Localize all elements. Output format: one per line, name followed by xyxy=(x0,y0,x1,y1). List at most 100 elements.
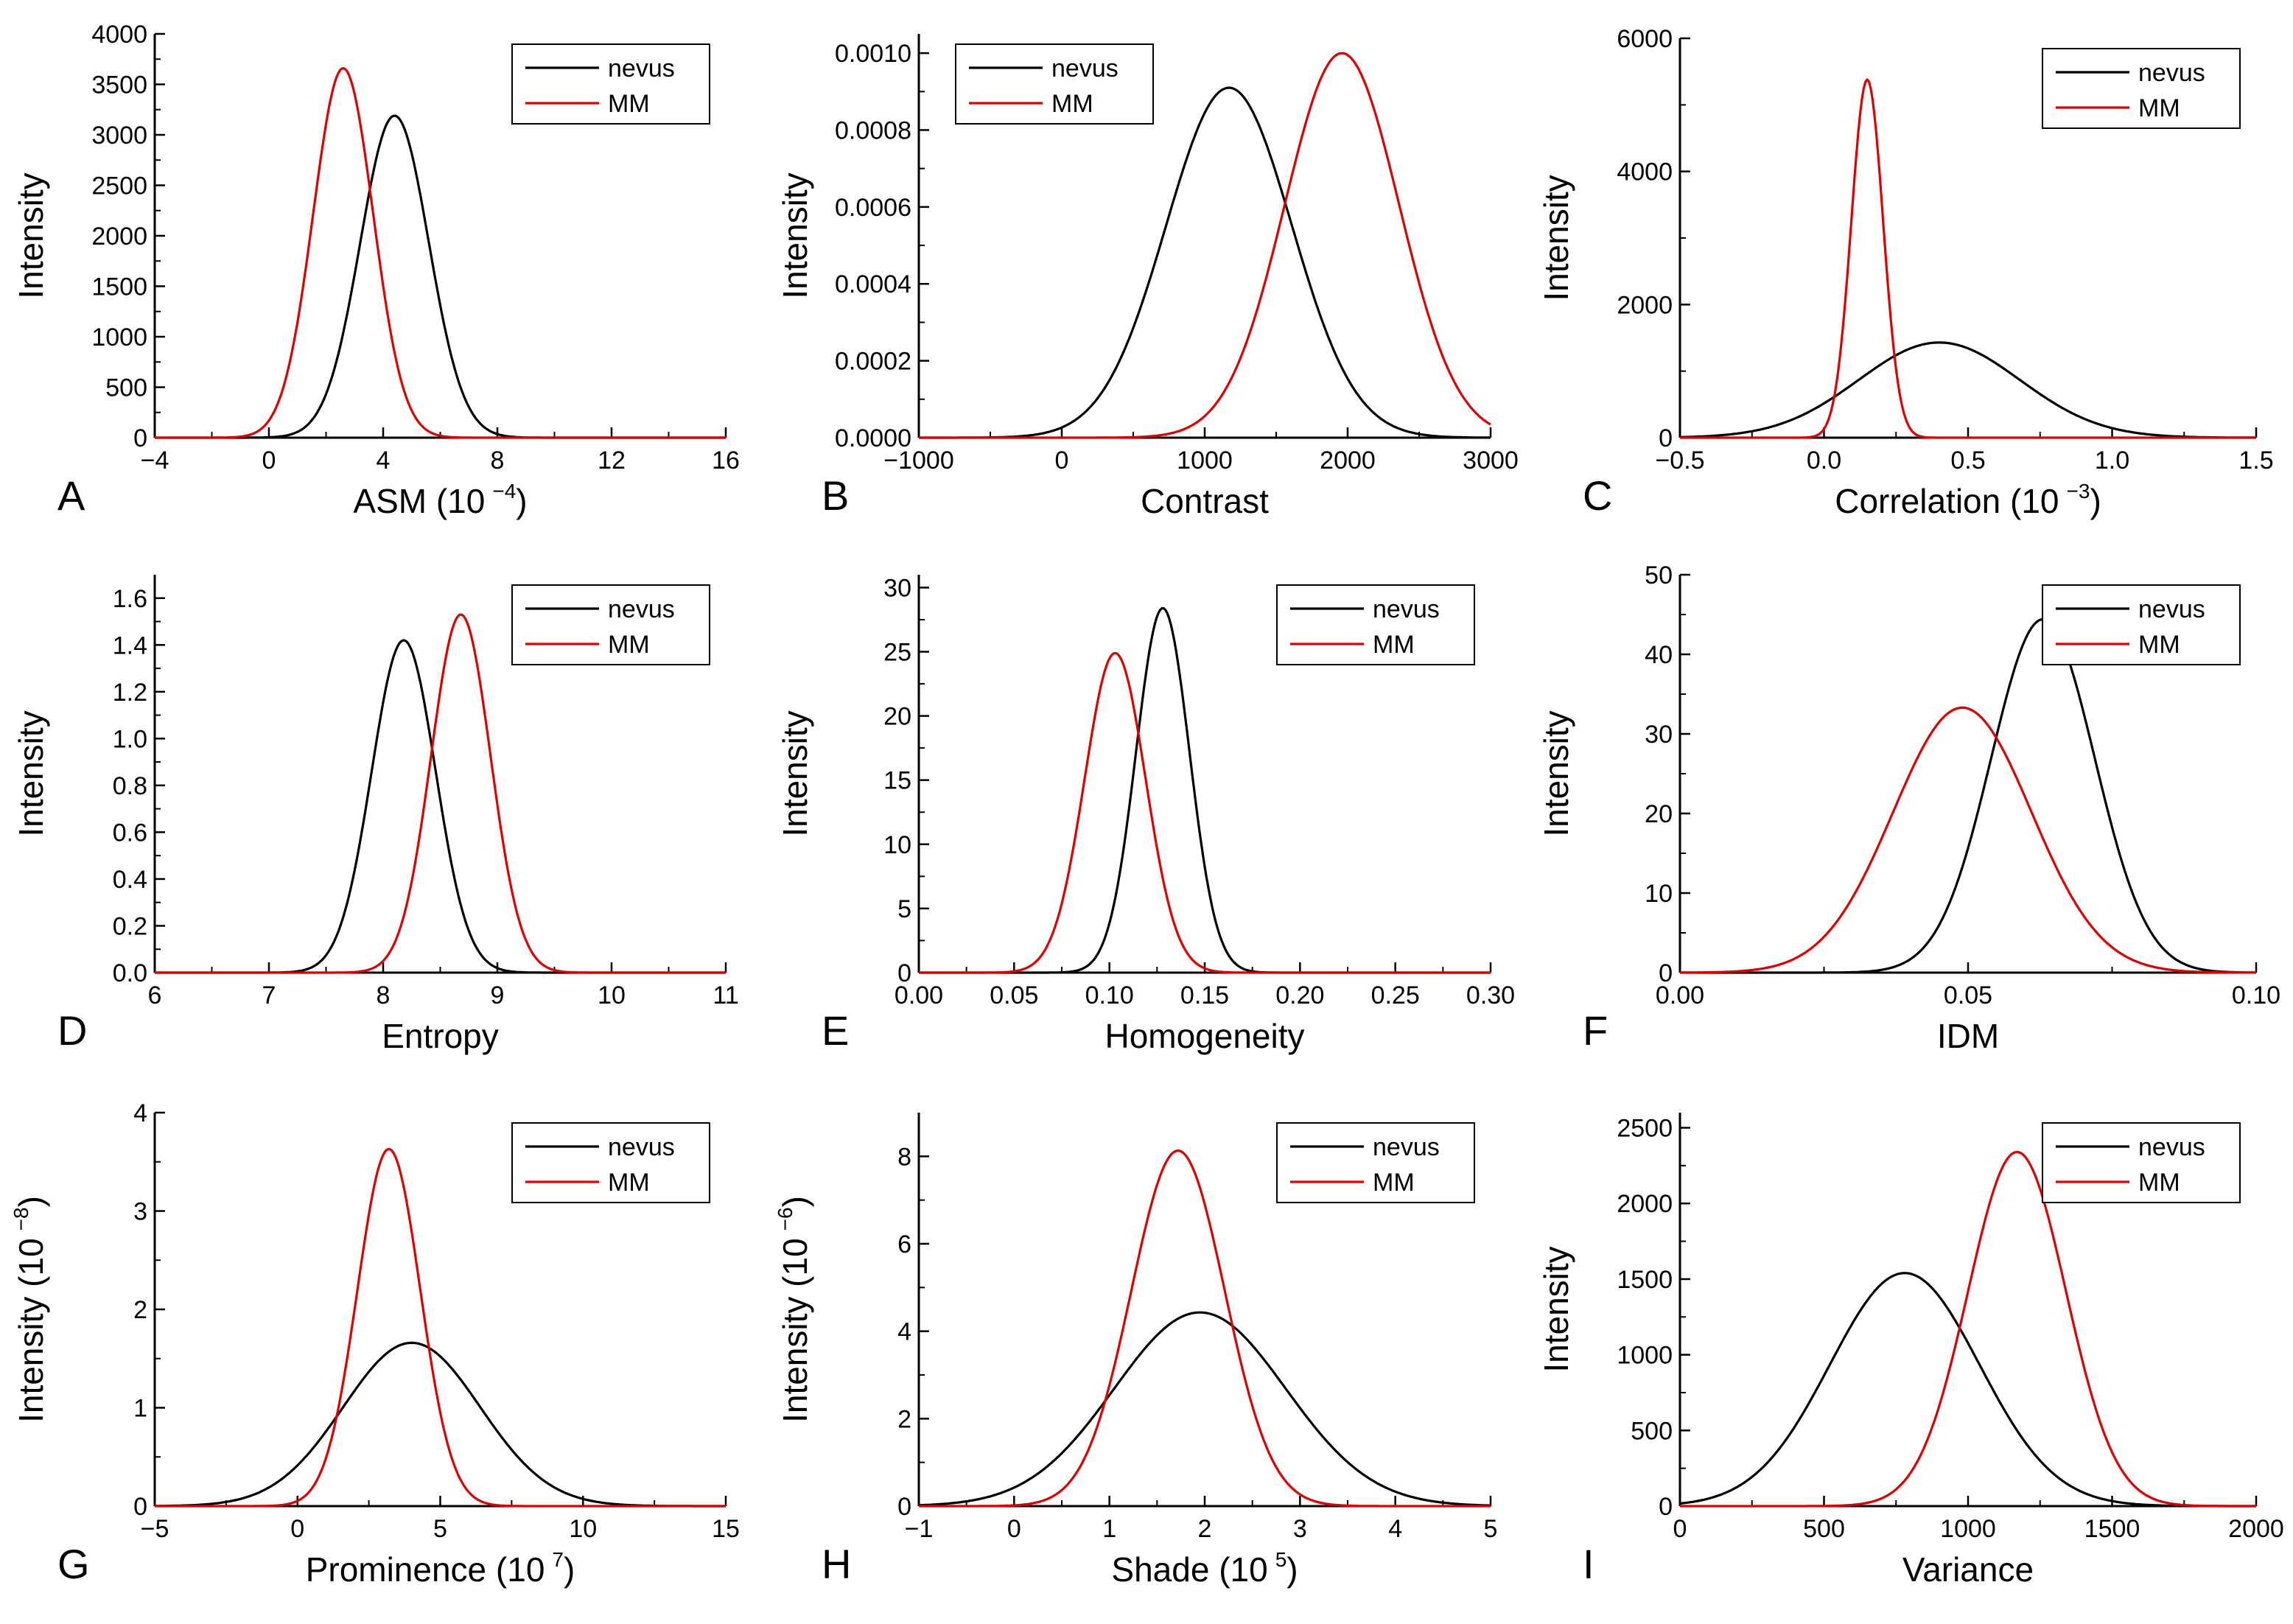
x-axis-title-suffix: ) xyxy=(564,1550,575,1589)
legend-box xyxy=(511,43,710,125)
x-axis-title-exponent: 5 xyxy=(1275,1548,1287,1571)
x-axis-title: Shade (10 5) xyxy=(1111,1548,1298,1589)
x-axis-title: Contrast xyxy=(1141,482,1269,520)
y-tick-label: 5 xyxy=(897,895,911,923)
series-nevus-curve xyxy=(918,1311,1491,1507)
series-mm-curve xyxy=(919,1149,1491,1508)
y-tick-label: 1.6 xyxy=(113,585,147,613)
x-tick-label: 7 xyxy=(262,981,276,1009)
y-axis-title-text: Intensity xyxy=(776,710,814,836)
x-tick-label: −5 xyxy=(141,1515,169,1543)
legend: nevus MM xyxy=(955,43,1154,125)
x-axis-title-suffix: ) xyxy=(2090,482,2101,520)
legend-box xyxy=(2042,1122,2241,1203)
y-tick-label: 500 xyxy=(105,374,147,402)
panel-letter: H xyxy=(822,1541,851,1587)
y-axis-title: Intensity xyxy=(12,172,50,298)
x-tick-label: 500 xyxy=(1803,1515,1845,1543)
y-tick-label: 1500 xyxy=(1617,1266,1673,1294)
x-tick-label: 0.05 xyxy=(1944,981,1992,1009)
y-axis-title-text: Intensity xyxy=(1537,175,1575,301)
y-tick-label: 3 xyxy=(133,1198,147,1226)
x-axis-title-text: Correlation (10 xyxy=(1835,482,2059,520)
legend-label-mm: MM xyxy=(608,1169,650,1197)
x-tick-label: 4 xyxy=(1388,1515,1402,1543)
x-tick-label: 0.00 xyxy=(895,981,943,1009)
y-tick-label: 30 xyxy=(1645,721,1673,749)
x-tick-label: 11 xyxy=(713,981,738,1009)
y-tick-label: 4 xyxy=(133,1099,147,1127)
panel-e: 0.00 0.05 0.10 0.15 0.20 0.25 0.30 0 5 10 15 20 25 30… xyxy=(776,574,1515,1055)
series-mm-curve xyxy=(919,52,1491,439)
x-tick-label: 3000 xyxy=(1463,447,1519,475)
y-axis-title: Intensity xyxy=(776,710,814,836)
legend-label-nevus: nevus xyxy=(608,595,675,623)
y-axis-title-text: Intensity (10 xyxy=(12,1238,50,1423)
legend-label-nevus: nevus xyxy=(2138,59,2205,87)
panel-a: −4 0 4 8 12 160500100015002000250030003500400… xyxy=(12,21,740,520)
y-tick-label: 4 xyxy=(897,1318,911,1346)
y-axis-title-suffix: ) xyxy=(776,1196,814,1207)
legend: nevus MM xyxy=(1276,584,1475,665)
legend-label-mm: MM xyxy=(608,90,650,118)
x-tick-label: 0.20 xyxy=(1275,981,1324,1009)
x-axis-title: ASM (10 −4) xyxy=(353,480,527,520)
x-tick-label: 0.05 xyxy=(990,981,1038,1009)
legend-label-mm: MM xyxy=(1373,631,1415,659)
y-tick-label: 0.0010 xyxy=(835,40,911,68)
series-nevus-curve xyxy=(1680,617,2256,974)
y-axis-title-text: Intensity xyxy=(1537,710,1575,836)
legend: nevus MM xyxy=(511,584,710,665)
series-nevus-curve xyxy=(1679,1272,2256,1508)
x-tick-label: 16 xyxy=(712,447,740,475)
legend-box xyxy=(1276,584,1475,665)
x-axis-title-exponent: 7 xyxy=(552,1548,564,1571)
y-tick-label: 0.0002 xyxy=(835,348,911,376)
x-axis-title-text: Contrast xyxy=(1141,482,1269,520)
y-tick-label: 1.2 xyxy=(113,679,147,707)
x-axis-title-text: IDM xyxy=(1937,1017,1999,1055)
series-nevus-curve xyxy=(155,1341,726,1508)
x-tick-label: 8 xyxy=(377,981,391,1009)
legend-label-nevus: nevus xyxy=(608,1133,675,1161)
y-tick-label: 25 xyxy=(883,639,911,667)
y-axis-title-text: Intensity xyxy=(12,172,50,298)
y-axis-title-exponent: −8 xyxy=(10,1207,32,1231)
series-mm-curve xyxy=(1680,78,2256,439)
x-tick-label: 0 xyxy=(262,447,276,475)
legend-label-nevus: nevus xyxy=(1373,595,1440,623)
legend-label-nevus: nevus xyxy=(2138,595,2205,623)
y-tick-label: 0.0000 xyxy=(835,424,911,452)
y-tick-label: 0.0008 xyxy=(835,116,911,144)
series-mm-curve xyxy=(919,651,1491,974)
x-tick-label: 10 xyxy=(598,981,626,1009)
y-tick-label: 0.4 xyxy=(113,866,147,894)
y-tick-label: 3500 xyxy=(91,71,147,99)
y-tick-label: 1000 xyxy=(91,323,147,351)
legend-label-mm: MM xyxy=(2138,1169,2180,1197)
y-tick-label: 2000 xyxy=(1617,291,1673,319)
legend-label-mm: MM xyxy=(2138,94,2180,122)
y-tick-label: 2000 xyxy=(1617,1190,1673,1218)
x-tick-label: 2 xyxy=(1198,1515,1212,1543)
x-tick-label: 4 xyxy=(377,447,391,475)
y-axis-title-text: Intensity xyxy=(776,172,814,298)
y-tick-label: 1000 xyxy=(1617,1342,1673,1370)
x-tick-label: 1.0 xyxy=(2095,447,2129,475)
legend-box xyxy=(1276,1122,1475,1203)
x-axis-title: Homogeneity xyxy=(1105,1017,1304,1055)
x-tick-label: 2000 xyxy=(1320,447,1376,475)
y-tick-label: 3000 xyxy=(91,122,147,150)
legend: nevus MM xyxy=(511,1122,710,1203)
y-axis-title-text: Intensity xyxy=(12,710,50,836)
panel-letter: B xyxy=(822,472,849,519)
y-tick-label: 0 xyxy=(1659,1493,1673,1521)
legend-label-mm: MM xyxy=(1373,1169,1415,1197)
y-tick-label: 20 xyxy=(1645,800,1673,828)
x-axis-title-exponent: −3 xyxy=(2067,480,2090,503)
y-axis-title-text: Intensity (10 xyxy=(776,1238,814,1423)
x-axis-title: IDM xyxy=(1937,1017,1999,1055)
y-axis-title: Intensity xyxy=(776,172,814,298)
series-nevus-curve xyxy=(919,86,1491,439)
